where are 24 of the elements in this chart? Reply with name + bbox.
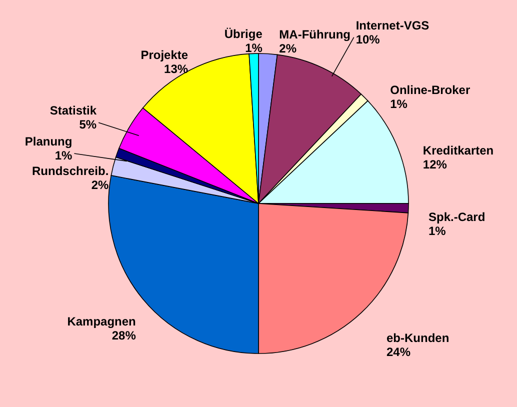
slice-label: MA-Führung: [279, 27, 350, 42]
slice-label: Planung: [24, 134, 72, 149]
slice-label: Spk.-Card: [428, 210, 486, 224]
slice-label: Rundschreib.: [32, 164, 109, 178]
data-label: 24%: [386, 345, 411, 360]
slice-label: Internet-VGS: [356, 18, 430, 32]
slice-label: Statistik: [50, 104, 97, 118]
data-label: 1%: [54, 148, 73, 163]
slice-label: Projekte: [140, 48, 188, 62]
data-label: 13%: [164, 62, 188, 76]
slice-label: Online-Broker: [390, 82, 470, 97]
data-label: 2%: [91, 178, 110, 192]
data-label: 1%: [390, 96, 408, 111]
slice-label: eb-Kunden: [386, 331, 450, 346]
slice-label: Kreditkarten: [422, 144, 494, 158]
data-label: 5%: [79, 118, 97, 132]
slice-label: Kampagnen: [67, 314, 136, 328]
data-label: 12%: [422, 158, 448, 172]
data-label: 2%: [279, 41, 297, 56]
data-label: 28%: [112, 328, 136, 342]
slice-label: Übrige: [224, 27, 263, 42]
data-label: 1%: [245, 41, 263, 56]
data-label: 1%: [428, 224, 446, 238]
data-label: 10%: [356, 32, 380, 46]
